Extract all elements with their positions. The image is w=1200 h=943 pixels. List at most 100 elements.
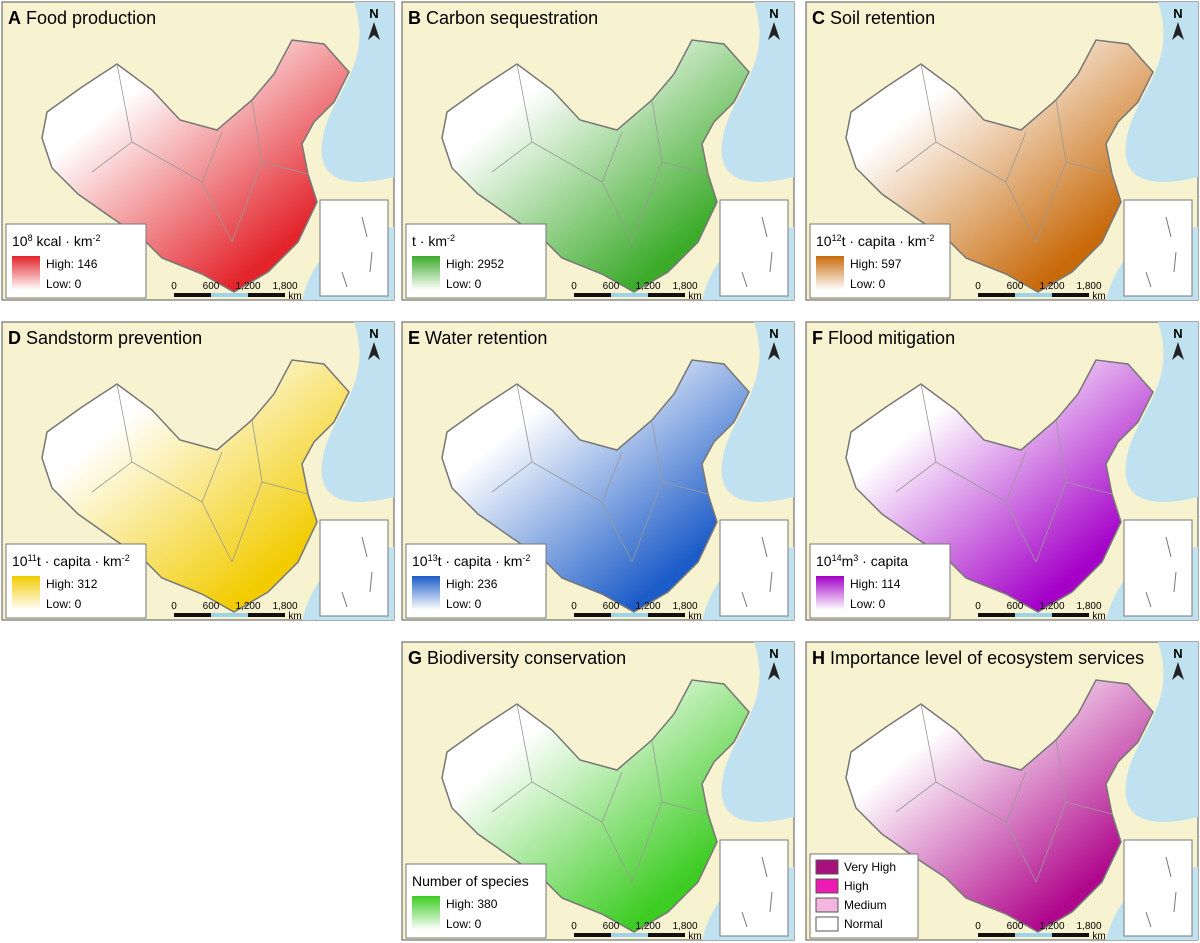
inset-map <box>719 199 789 297</box>
inset-lines <box>741 536 773 608</box>
legend-unit: 1012t · capita · km-2 <box>816 233 934 249</box>
scale-bar <box>611 293 648 297</box>
inset-map <box>719 519 789 617</box>
unit-text: m <box>842 553 854 569</box>
scale-label: 600 <box>603 921 620 932</box>
unit-superscript: 8 <box>28 233 33 243</box>
legend-unit: Number of species <box>412 873 529 889</box>
scale-label: km <box>688 931 701 942</box>
panel-title: F Flood mitigation <box>812 328 955 348</box>
legend-label: Very High <box>844 860 896 874</box>
inset-map <box>1123 519 1193 617</box>
scale-label: 1,200 <box>235 281 260 292</box>
scale-label: 0 <box>975 921 981 932</box>
legend-high: High: 114 <box>850 577 901 591</box>
sea <box>721 2 794 182</box>
unit-superscript: 11 <box>28 553 37 563</box>
panel-letter: E <box>408 328 420 348</box>
legend-label: High <box>844 879 869 893</box>
legend-unit: 1011t · capita · km-2 <box>12 553 130 569</box>
scale-label: 0 <box>571 281 577 292</box>
panel-title-text: Sandstorm prevention <box>26 328 202 348</box>
legend-low: Low: 0 <box>46 597 82 611</box>
panel-letter: C <box>812 8 825 28</box>
legend-unit: 1014m3 · capita <box>816 553 908 569</box>
scale-label: 1,800 <box>272 281 297 292</box>
scale-label: 0 <box>571 601 577 612</box>
unit-superscript: -2 <box>522 553 530 563</box>
scale-label: 1,200 <box>235 601 260 612</box>
inset-lines <box>741 216 773 288</box>
scale-label: 0 <box>975 601 981 612</box>
scale-label: 600 <box>1007 281 1024 292</box>
scale-bar <box>1015 293 1052 297</box>
panel-letter: B <box>408 8 421 28</box>
north-arrow <box>768 342 780 360</box>
panel-title: C Soil retention <box>812 8 935 28</box>
sea <box>1125 2 1198 182</box>
legend-high: High: 2952 <box>446 257 504 271</box>
panel-title-text: Biodiversity conservation <box>427 648 626 668</box>
province-lines <box>491 703 709 883</box>
panel-letter: H <box>812 648 825 668</box>
scale-label: 1,200 <box>1039 921 1064 932</box>
unit-text: 10 <box>816 553 832 569</box>
unit-text: t · capita · km <box>842 233 927 249</box>
legend-high: High: 380 <box>446 897 498 911</box>
panel-letter: G <box>408 648 422 668</box>
north-label: N <box>369 6 378 21</box>
legend-swatch <box>815 878 839 894</box>
panel-letter: F <box>812 328 823 348</box>
legend-unit: 1013t · capita · km-2 <box>412 553 530 569</box>
scale-label: 1,800 <box>672 921 697 932</box>
legend-ramp <box>412 576 440 610</box>
scale-bar <box>611 613 648 617</box>
scale-label: km <box>1092 931 1105 942</box>
unit-text: 10 <box>816 233 832 249</box>
legend-swatch <box>815 859 839 875</box>
scale-label: 1,800 <box>1076 921 1101 932</box>
unit-superscript: -2 <box>926 233 934 243</box>
legend-ramp <box>12 256 40 290</box>
scale-label: 1,800 <box>672 601 697 612</box>
scale-label: 0 <box>571 921 577 932</box>
inset-lines <box>1145 856 1177 928</box>
north-label: N <box>769 326 778 341</box>
unit-superscript: 12 <box>832 233 842 243</box>
legend-low: Low: 0 <box>446 597 482 611</box>
panel-title-text: Food production <box>26 8 156 28</box>
scale-label: 1,800 <box>272 601 297 612</box>
panel-title-text: Water retention <box>425 328 547 348</box>
unit-text: · capita <box>858 553 908 569</box>
unit-superscript: -2 <box>122 553 130 563</box>
scale-label: 1,200 <box>635 921 660 932</box>
scale-bar <box>211 293 248 297</box>
panel-letter: A <box>8 8 21 28</box>
north-arrow <box>1172 662 1184 680</box>
legend-ramp <box>816 256 844 290</box>
unit-text: 10 <box>12 233 28 249</box>
scale-label: 1,800 <box>672 281 697 292</box>
legend-unit: t · km-2 <box>412 233 455 249</box>
scale-label: 1,800 <box>1076 281 1101 292</box>
unit-text: 10 <box>12 553 28 569</box>
scale-bar <box>1015 933 1052 937</box>
legend-low: Low: 0 <box>446 277 482 291</box>
north-label: N <box>769 646 778 661</box>
legend-high: High: 312 <box>46 577 98 591</box>
sea <box>1125 642 1198 822</box>
unit-text: Number of species <box>412 873 529 889</box>
scale-label: 1,200 <box>635 601 660 612</box>
province-lines <box>491 383 709 563</box>
scale-label: 600 <box>203 601 220 612</box>
legend-high: High: 146 <box>46 257 98 271</box>
inset-map <box>1123 839 1193 937</box>
inset-map <box>719 839 789 937</box>
north-arrow <box>768 22 780 40</box>
